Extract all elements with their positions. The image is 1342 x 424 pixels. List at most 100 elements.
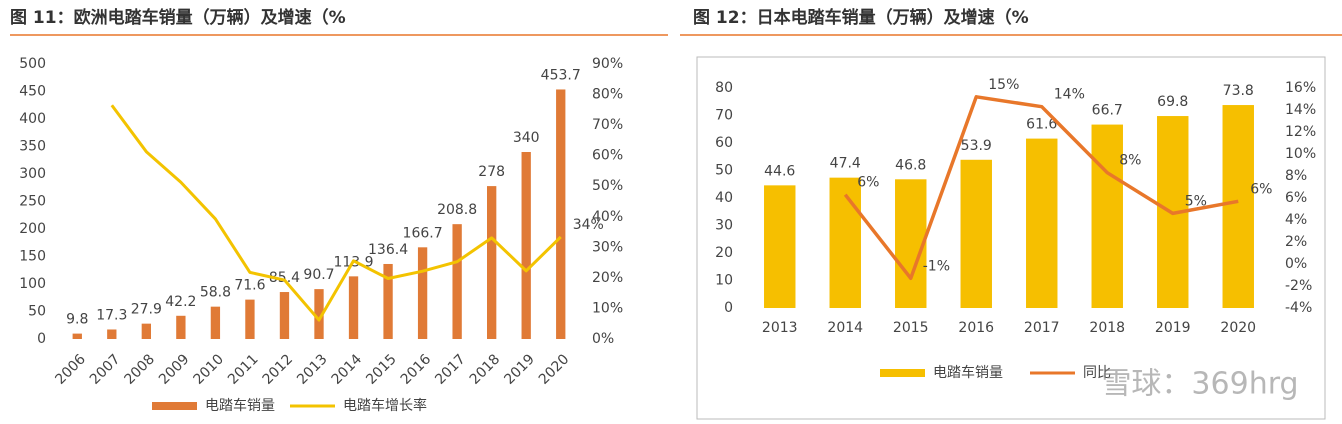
bar-value-label: 136.4 — [368, 242, 408, 258]
y-tick-label: 100 — [19, 276, 46, 292]
y2-tick-label: 0% — [1285, 256, 1307, 272]
y-tick-label: 500 — [19, 56, 46, 72]
x-tick-label: 2019 — [501, 351, 538, 388]
x-tick-label: 2014 — [827, 320, 863, 336]
x-tick-label: 2011 — [225, 351, 262, 388]
bar-value-label: 27.9 — [131, 302, 162, 318]
bar-value-label: 61.6 — [1026, 117, 1057, 133]
y-tick-label: 20 — [715, 245, 733, 261]
y-tick-label: 200 — [19, 221, 46, 237]
bar — [107, 329, 117, 339]
bar — [314, 289, 324, 339]
y-tick-label: 30 — [715, 218, 733, 234]
bar-value-label: 85.4 — [269, 270, 300, 286]
bar-value-label: 46.8 — [895, 157, 926, 173]
bar-value-label: 17.3 — [96, 307, 127, 323]
x-tick-label: 2006 — [52, 351, 89, 388]
line-value-label: 34% — [573, 217, 604, 233]
y-tick-label: 150 — [19, 249, 46, 265]
bar-value-label: 453.7 — [541, 67, 581, 83]
plot-frame — [696, 56, 1326, 420]
y2-tick-label: 2% — [1285, 234, 1307, 250]
bar-value-label: 71.6 — [234, 278, 265, 294]
legend-label: 电踏车销量 — [205, 397, 275, 414]
bar — [1222, 105, 1254, 308]
line — [843, 95, 1239, 281]
bar-value-label: 9.8 — [66, 312, 88, 328]
y2-tick-label: 70% — [592, 117, 623, 133]
x-tick-label: 2008 — [121, 351, 158, 388]
y2-tick-label: 50% — [592, 178, 623, 194]
bar-value-label: 278 — [478, 164, 505, 180]
y-tick-label: 0 — [724, 300, 733, 316]
bar — [245, 299, 255, 339]
x-tick-label: 2017 — [1024, 320, 1060, 336]
bar — [1091, 124, 1123, 308]
y2-tick-label: -4% — [1285, 300, 1312, 316]
bar-value-label: 69.8 — [1157, 94, 1188, 110]
y2-tick-label: 8% — [1285, 168, 1307, 184]
bar-value-label: 47.4 — [830, 156, 861, 172]
bar — [417, 247, 428, 339]
line — [110, 104, 562, 322]
y-tick-label: 50 — [715, 163, 733, 179]
x-tick-label: 2012 — [260, 351, 297, 388]
x-tick-label: 2007 — [87, 351, 124, 388]
chart-title: 图 12：日本电踏车销量（万辆）及增速（% — [693, 7, 1029, 28]
y2-tick-label: 14% — [1285, 102, 1316, 118]
line-value-label: 14% — [1054, 87, 1085, 103]
y2-tick-label: 20% — [592, 270, 623, 286]
bar — [764, 185, 796, 308]
bar — [210, 306, 221, 339]
x-tick-label: 2016 — [398, 351, 435, 388]
x-tick-label: 2020 — [536, 351, 573, 388]
x-tick-label: 2016 — [958, 320, 994, 336]
y2-tick-label: 12% — [1285, 124, 1316, 140]
y2-tick-label: 40% — [592, 209, 623, 225]
x-tick-label: 2019 — [1155, 320, 1191, 336]
line-value-label: 6% — [857, 175, 879, 191]
y2-tick-label: 10% — [592, 300, 623, 316]
y2-tick-label: 6% — [1285, 190, 1307, 206]
bar-value-label: 73.8 — [1223, 83, 1254, 99]
bar-value-label: 53.9 — [961, 138, 992, 154]
chart-title: 图 11：欧洲电踏车销量（万辆）及增速（% — [10, 7, 346, 28]
line-value-label: -1% — [923, 258, 950, 274]
legend-swatch — [880, 369, 925, 377]
y2-tick-label: 90% — [592, 56, 623, 72]
y-tick-label: 40 — [715, 190, 733, 206]
y2-tick-label: 4% — [1285, 212, 1307, 228]
bar — [176, 315, 186, 339]
x-tick-label: 2018 — [467, 351, 504, 388]
bar-value-label: 66.7 — [1092, 103, 1123, 119]
line-value-label: 8% — [1119, 153, 1141, 169]
bar — [72, 333, 82, 339]
bar — [141, 323, 151, 339]
bar — [556, 89, 566, 339]
watermark: 雪球：369hrg — [1101, 367, 1298, 402]
x-tick-label: 2013 — [762, 320, 798, 336]
x-tick-label: 2020 — [1220, 320, 1256, 336]
legend-label: 电踏车销量 — [933, 364, 1003, 381]
bar — [829, 177, 861, 308]
y-tick-label: 300 — [19, 166, 46, 182]
bar — [452, 224, 462, 339]
y-tick-label: 60 — [715, 135, 733, 151]
line-value-label: 6% — [1250, 181, 1272, 197]
bar — [895, 179, 927, 308]
y-tick-label: 10 — [715, 273, 733, 289]
legend-swatch — [152, 402, 197, 410]
y2-tick-label: 30% — [592, 239, 623, 255]
line-value-label: 5% — [1185, 193, 1207, 209]
bar-value-label: 90.7 — [303, 267, 334, 283]
y2-tick-label: 60% — [592, 148, 623, 164]
legend-label: 同比 — [1083, 365, 1111, 381]
y2-tick-label: 10% — [1285, 146, 1316, 162]
x-tick-label: 2013 — [294, 351, 331, 388]
bar — [1026, 138, 1058, 308]
y-tick-label: 80 — [715, 80, 733, 96]
bar — [279, 292, 290, 339]
x-tick-label: 2014 — [329, 351, 366, 388]
bar-value-label: 166.7 — [403, 225, 443, 241]
